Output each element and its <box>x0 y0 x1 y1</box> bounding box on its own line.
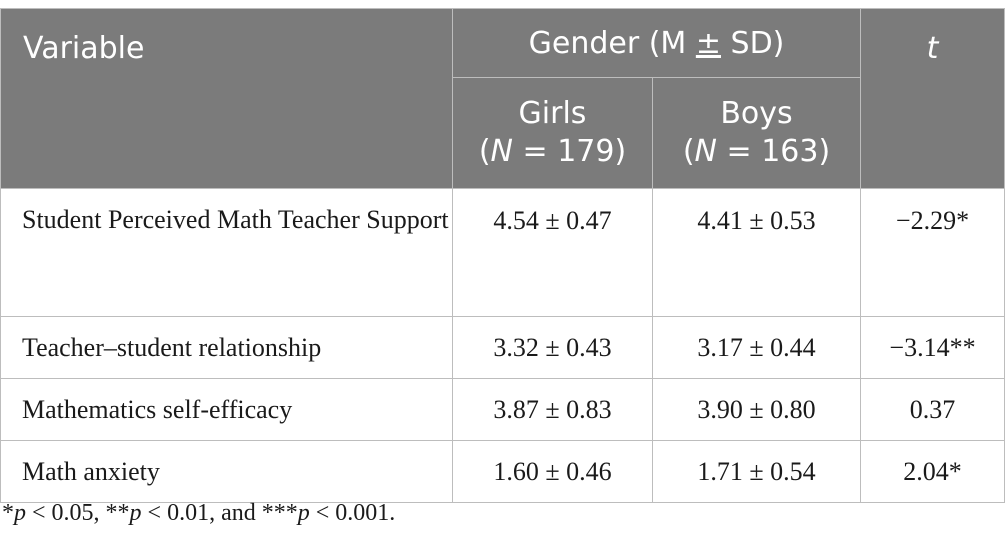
significance-footnote: *p < 0.05, **p < 0.01, and ***p < 0.001. <box>2 500 396 526</box>
row-variable: Mathematics self-efficacy <box>0 378 453 441</box>
variable-header: Variable <box>0 8 453 189</box>
row-boys-value: 1.71 ± 0.54 <box>652 440 861 503</box>
row-t-value: −2.29* <box>860 188 1005 317</box>
table-row: Student Perceived Math Teacher Support 4… <box>0 188 1005 317</box>
row-t-value: −3.14** <box>860 316 1005 379</box>
row-girls-value: 4.54 ± 0.47 <box>452 188 653 317</box>
boys-header: Boys (N = 163) <box>652 77 861 189</box>
header-row: Variable Gender (M ± SD) t <box>0 8 1005 189</box>
row-boys-value: 3.17 ± 0.44 <box>652 316 861 379</box>
subheader-row: Girls (N = 179) Boys (N = 163) <box>1 77 1005 189</box>
row-girls-value: 3.87 ± 0.83 <box>452 378 653 441</box>
row-girls-value: 3.32 ± 0.43 <box>452 316 653 379</box>
row-t-value: 2.04* <box>860 440 1005 503</box>
table-row: Teacher–student relationship 3.32 ± 0.43… <box>0 316 1005 379</box>
girls-header: Girls (N = 179) <box>452 77 653 189</box>
row-variable: Math anxiety <box>0 440 453 503</box>
row-boys-value: 4.41 ± 0.53 <box>652 188 861 317</box>
results-table: Variable Gender (M ± SD) t Girls (N = 179… <box>0 8 1005 503</box>
row-boys-value: 3.90 ± 0.80 <box>652 378 861 441</box>
row-variable: Teacher–student relationship <box>0 316 453 379</box>
row-t-value: 0.37 <box>860 378 1005 441</box>
table-row: Mathematics self-efficacy 3.87 ± 0.83 3.… <box>0 378 1005 441</box>
row-variable: Student Perceived Math Teacher Support <box>0 188 453 317</box>
table-row: Math anxiety 1.60 ± 0.46 1.71 ± 0.54 2.0… <box>0 440 1005 503</box>
t-header: t <box>860 8 1005 189</box>
row-girls-value: 1.60 ± 0.46 <box>452 440 653 503</box>
gender-group-header: Gender (M ± SD) <box>452 8 861 78</box>
